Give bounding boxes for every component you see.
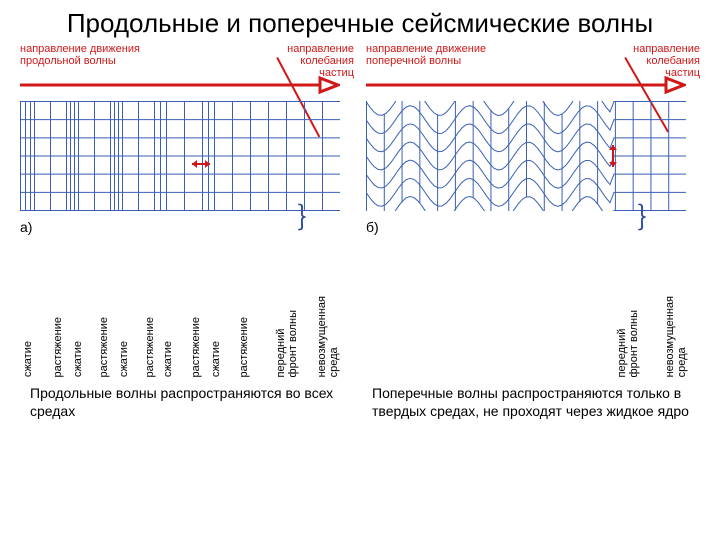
axis-label: невозмущенная среда <box>316 296 340 377</box>
axis-label: невозмущенная среда <box>664 296 688 377</box>
axis-label: сжатие <box>210 341 222 377</box>
panel-a-top-labels: направление движения продольной волны на… <box>20 43 354 71</box>
bottom-labels-a: сжатие растяжение сжатие растяжение сжатие ра… <box>20 239 354 377</box>
bottom-labels-b: передний фронт волны невозмущенная среда <box>366 239 700 377</box>
axis-label: растяжение <box>144 317 156 378</box>
label-direction-longitudinal: направление движения продольной волны <box>20 43 259 71</box>
arrow-zone-a <box>20 73 354 95</box>
axis-label: растяжение <box>190 317 202 378</box>
longitudinal-grid-svg <box>20 101 340 211</box>
panel-b-top-labels: направление движение поперечной волны на… <box>366 43 700 71</box>
transverse-grid-svg <box>366 101 686 211</box>
caption-right: Поперечные волны распространяются только… <box>372 385 690 420</box>
axis-label: сжатие <box>118 341 130 377</box>
particle-indicator-a <box>190 157 214 171</box>
panel-b: направление движение поперечной волны на… <box>366 43 700 377</box>
axis-label: передний фронт волны <box>616 310 640 377</box>
panel-a: направление движения продольной волны на… <box>20 43 354 377</box>
axis-label: растяжение <box>52 317 64 378</box>
grid-a: ︷ <box>20 101 354 211</box>
label-direction-transverse: направление движение поперечной волны <box>366 43 605 71</box>
label-oscillation-a: направление колебания частиц <box>259 43 354 71</box>
panels-row: направление движения продольной волны на… <box>0 43 720 377</box>
axis-label: растяжение <box>238 317 250 378</box>
axis-label: передний фронт волны <box>275 310 299 377</box>
brace-a: ︷ <box>292 203 332 231</box>
brace-b: ︷ <box>632 203 672 231</box>
axis-label: сжатие <box>72 341 84 377</box>
captions-row: Продольные волны распространяются во все… <box>0 377 720 420</box>
arrow-zone-b <box>366 73 700 95</box>
grid-b: ︷ <box>366 101 700 211</box>
caption-left: Продольные волны распространяются во все… <box>30 385 348 420</box>
axis-label: растяжение <box>98 317 110 378</box>
axis-label: сжатие <box>22 341 34 377</box>
particle-indicator-b <box>606 143 620 171</box>
axis-label: сжатие <box>162 341 174 377</box>
label-oscillation-b: направление колебания частиц <box>605 43 700 71</box>
page-title: Продольные и поперечные сейсмические вол… <box>0 0 720 43</box>
